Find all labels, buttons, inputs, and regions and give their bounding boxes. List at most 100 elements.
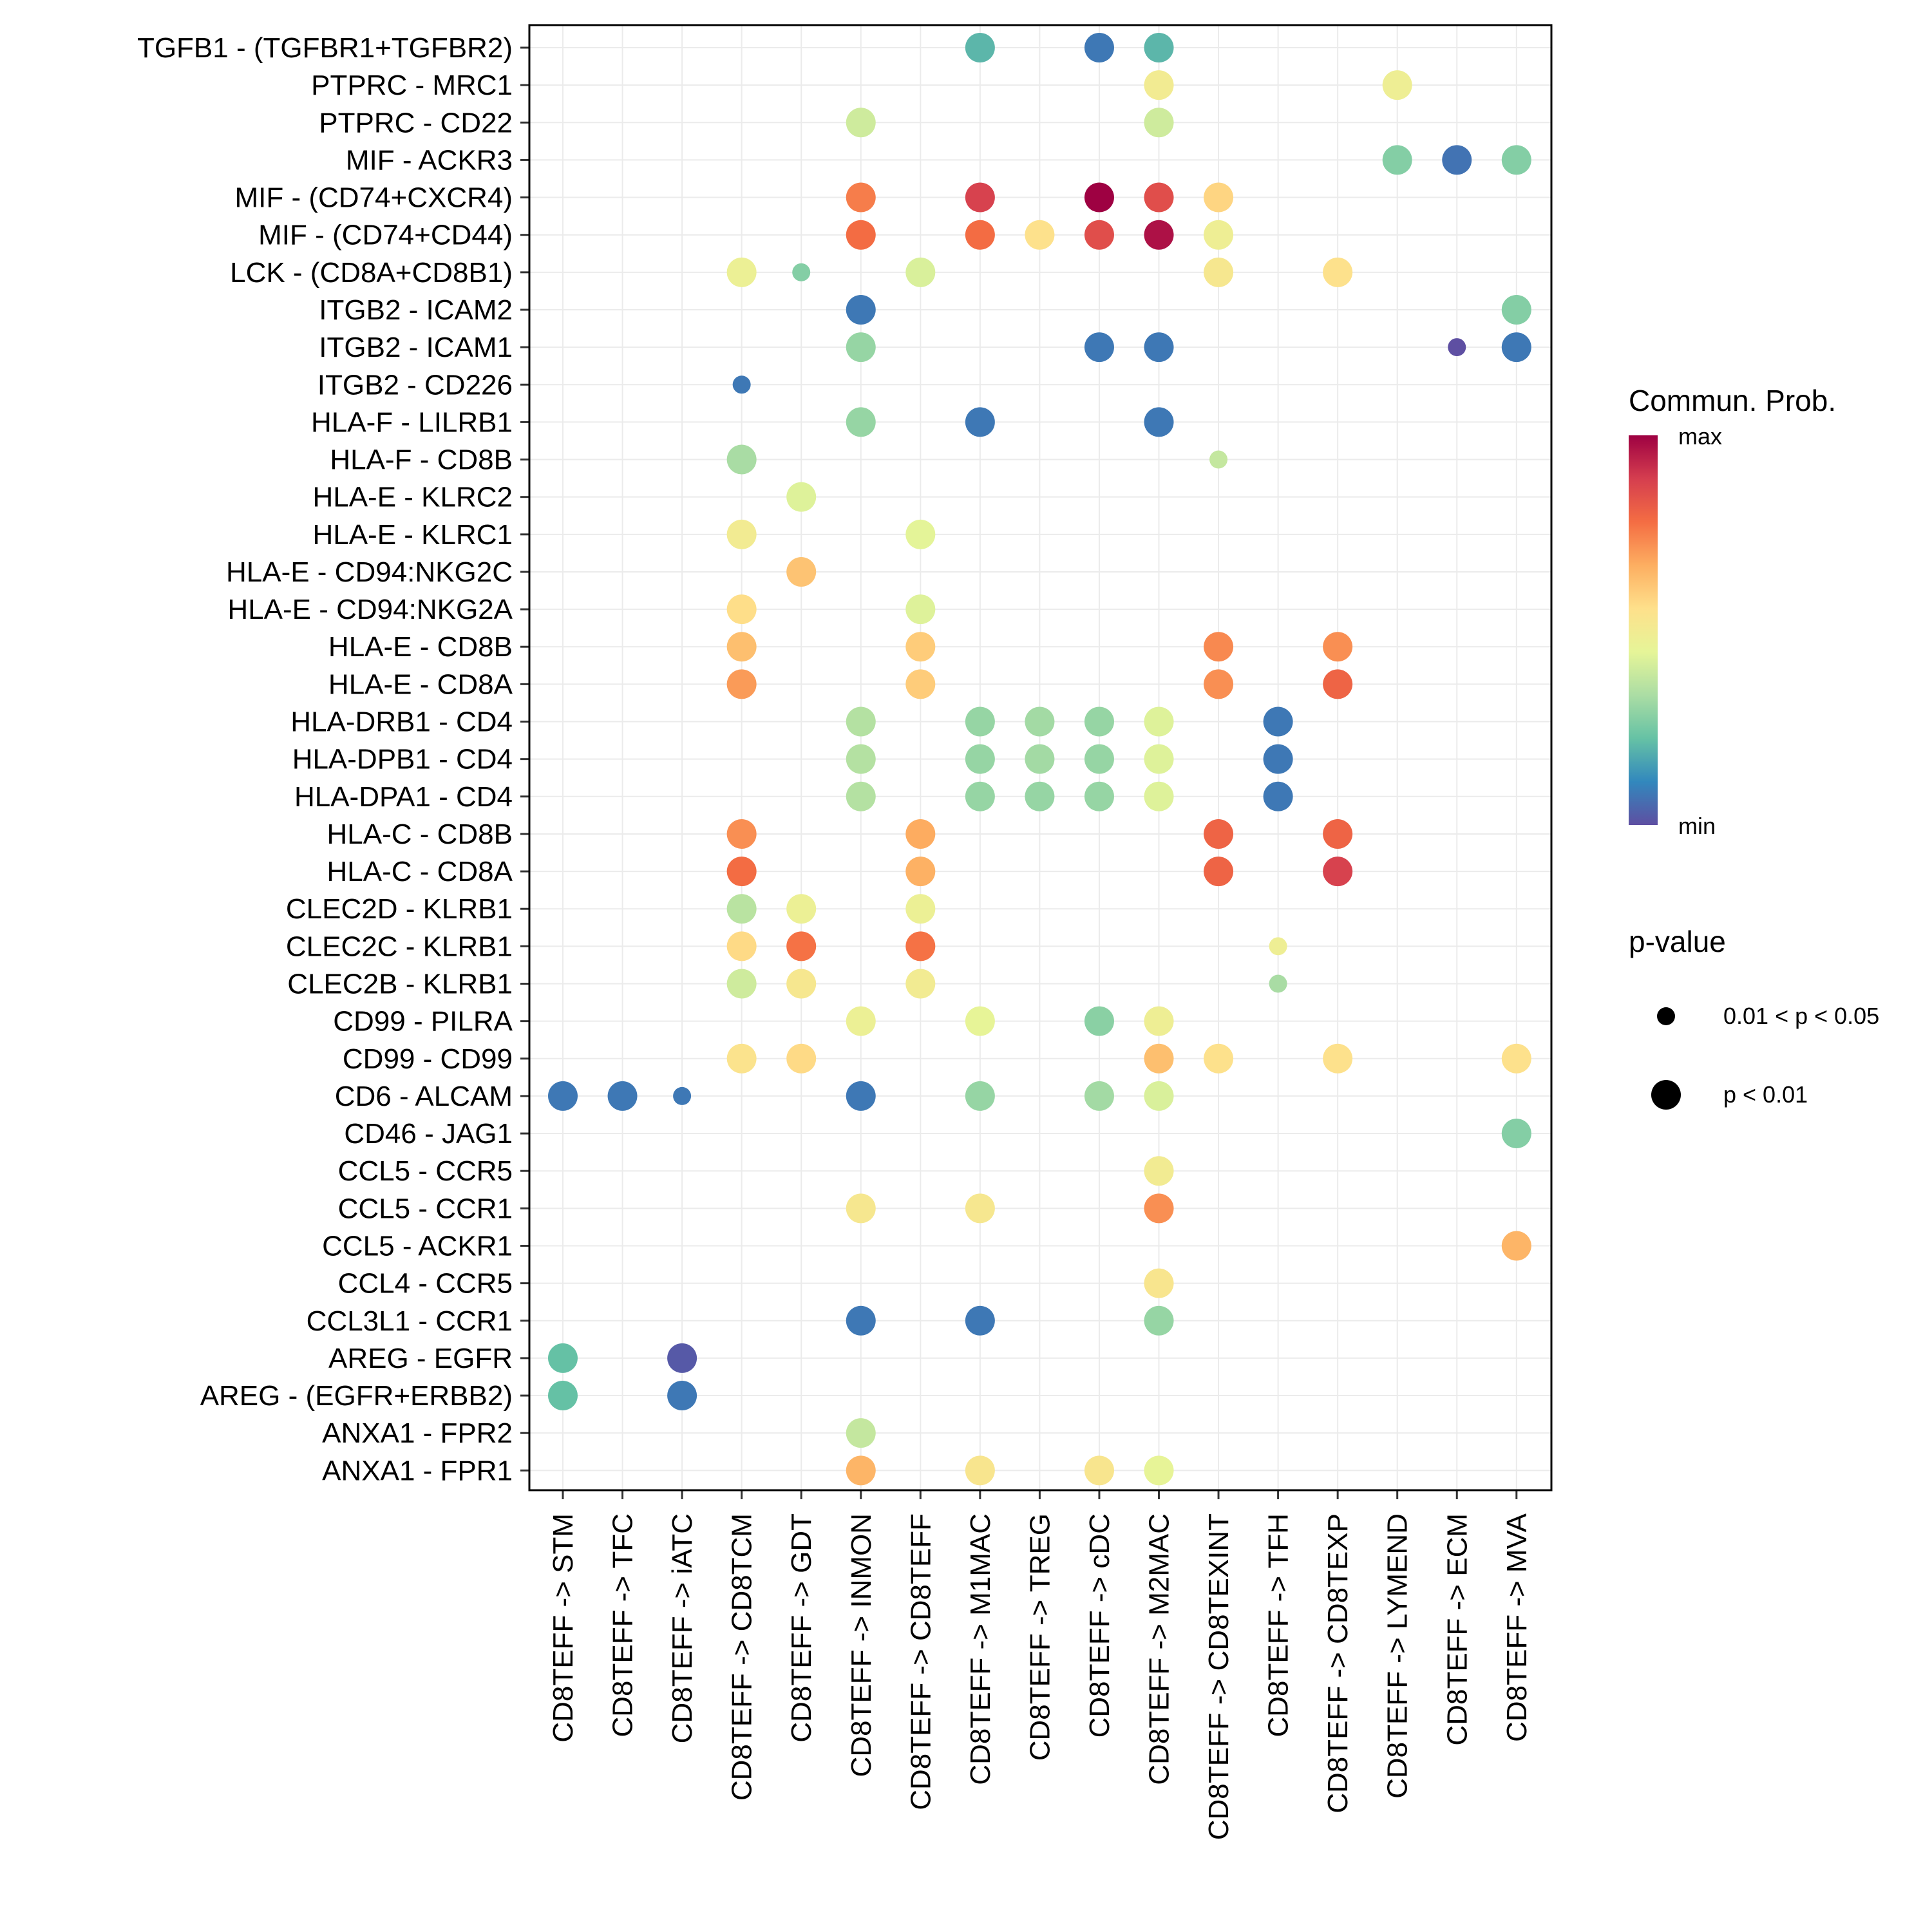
- bubble: [1204, 632, 1234, 662]
- bubble: [1323, 669, 1353, 699]
- bubble: [786, 556, 817, 587]
- y-tick-label: HLA-F - CD8B: [330, 444, 513, 476]
- bubble: [1144, 70, 1174, 100]
- bubble: [1144, 744, 1174, 774]
- bubble: [1144, 182, 1174, 213]
- bubble: [846, 1305, 876, 1336]
- bubble: [1501, 1043, 1531, 1074]
- bubble: [1144, 781, 1174, 811]
- y-tick-label: CD46 - JAG1: [344, 1118, 513, 1150]
- x-tick-label: CD8TEFF -> INMON: [846, 1513, 877, 1777]
- x-tick-label: CD8TEFF -> STM: [547, 1513, 579, 1743]
- bubble: [548, 1381, 578, 1411]
- y-tick-label: LCK - (CD8A+CD8B1): [230, 257, 513, 289]
- color-legend-max: max: [1678, 423, 1722, 450]
- size-legend-label-small: 0.01 < p < 0.05: [1723, 1003, 1879, 1029]
- color-legend-min: min: [1678, 813, 1716, 839]
- bubble: [726, 819, 757, 849]
- bubble: [1204, 857, 1234, 887]
- bubble: [1084, 1455, 1114, 1486]
- bubble: [965, 1081, 995, 1111]
- bubble: [1084, 220, 1114, 250]
- bubble: [846, 407, 876, 437]
- x-tick-labels: CD8TEFF -> STM CD8TEFF -> TFC CD8TEFF -> i…: [547, 1513, 1533, 1840]
- panel-border: [528, 24, 1553, 1492]
- bubble: [1084, 781, 1114, 811]
- bubble: [607, 1081, 638, 1111]
- y-tick-label: HLA-DPB1 - CD4: [292, 744, 513, 775]
- bubble: [1084, 1081, 1114, 1111]
- y-tick-label: ITGB2 - ICAM1: [319, 332, 513, 363]
- bubble: [846, 108, 876, 138]
- bubble: [786, 969, 817, 999]
- bubble: [846, 294, 876, 325]
- bubble: [1144, 33, 1174, 62]
- bubble: [905, 669, 936, 699]
- size-legend-dot-large: [1651, 1080, 1681, 1110]
- y-tick-label: AREG - EGFR: [328, 1343, 513, 1374]
- bubble: [667, 1381, 697, 1411]
- x-tick-label: CD8TEFF -> ECM: [1441, 1513, 1473, 1746]
- bubble: [732, 375, 751, 394]
- y-tick-label: HLA-E - CD94:NKG2A: [227, 594, 513, 625]
- x-tick-label: CD8TEFF -> CD8TEXINT: [1203, 1513, 1235, 1840]
- bubble: [726, 969, 757, 999]
- y-tick-label: HLA-E - KLRC2: [312, 482, 513, 513]
- bubble: [726, 594, 757, 625]
- y-tick-label: AREG - (EGFR+ERBB2): [200, 1380, 513, 1412]
- bubble: [965, 744, 995, 774]
- y-tick-label: HLA-C - CD8B: [327, 819, 513, 850]
- bubble: [965, 33, 995, 62]
- bubble: [1501, 1231, 1531, 1261]
- y-tick-label: HLA-C - CD8A: [327, 856, 513, 887]
- bubble: [1269, 974, 1287, 993]
- y-tick-label: HLA-DPA1 - CD4: [294, 781, 513, 813]
- y-tick-label: HLA-E - CD8B: [328, 631, 513, 663]
- y-tick-label: HLA-DRB1 - CD4: [290, 706, 513, 738]
- bubble: [1204, 669, 1234, 699]
- x-tick-label: CD8TEFF -> LYMEND: [1382, 1513, 1414, 1799]
- bubble: [726, 519, 757, 549]
- bubble: [905, 257, 936, 287]
- bubble: [905, 931, 936, 961]
- bubble: [1144, 332, 1174, 363]
- bubble: [965, 706, 995, 737]
- y-tick-label: TGFB1 - (TGFBR1+TGFBR2): [137, 32, 513, 64]
- bubble: [1084, 706, 1114, 737]
- bubble: [1204, 257, 1234, 287]
- colorbar: [1629, 435, 1658, 825]
- bubble: [726, 669, 757, 699]
- color-legend-title: Commun. Prob.: [1629, 384, 1836, 417]
- x-tick-label: CD8TEFF -> CD8TEFF: [905, 1513, 936, 1810]
- bubble: [846, 332, 876, 363]
- bubble: [1144, 1006, 1174, 1036]
- y-tick-label: ANXA1 - FPR2: [322, 1417, 513, 1449]
- y-tick-label: CCL3L1 - CCR1: [307, 1305, 513, 1337]
- bubble: [786, 482, 817, 512]
- bubble: [786, 1043, 817, 1074]
- y-tick-labels: TGFB1 - (TGFBR1+TGFBR2) PTPRC - MRC1 PTPRC…: [137, 32, 513, 1486]
- y-tick-label: CD6 - ALCAM: [335, 1081, 513, 1112]
- bubble: [726, 632, 757, 662]
- bubble: [965, 1455, 995, 1486]
- bubble: [905, 519, 936, 549]
- bubble: [726, 894, 757, 924]
- x-tick-label: CD8TEFF -> TFH: [1263, 1513, 1294, 1738]
- bubble: [846, 1081, 876, 1111]
- bubble: [1323, 857, 1353, 887]
- y-tick-label: CD99 - PILRA: [333, 1006, 513, 1037]
- bubble: [1144, 108, 1174, 138]
- bubble: [965, 1193, 995, 1224]
- bubble: [548, 1081, 578, 1111]
- bubble: [1501, 332, 1531, 363]
- x-tick-label: CD8TEFF -> TREG: [1024, 1513, 1056, 1761]
- bubble: [1204, 819, 1234, 849]
- y-tick-label: ITGB2 - CD226: [317, 369, 513, 401]
- bubble: [1084, 33, 1114, 62]
- x-tick-label: CD8TEFF -> MVA: [1501, 1513, 1533, 1742]
- y-tick-label: CLEC2D - KLRB1: [286, 893, 513, 925]
- y-tick-label: CLEC2B - KLRB1: [287, 969, 513, 1000]
- y-tick-label: CCL5 - CCR5: [338, 1155, 513, 1187]
- bubble: [1263, 744, 1293, 774]
- x-tick-label: CD8TEFF -> M2MAC: [1144, 1513, 1175, 1785]
